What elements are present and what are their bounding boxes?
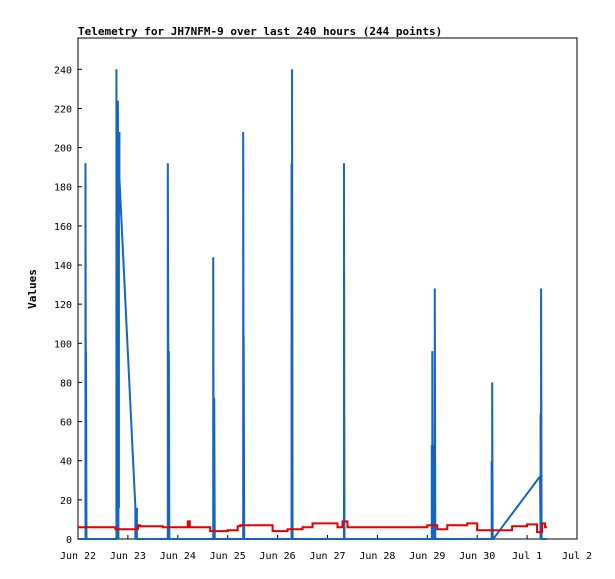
y-axis-label: Values bbox=[26, 269, 39, 309]
y-tick-label: 200 bbox=[54, 144, 72, 155]
y-tick-label: 100 bbox=[54, 339, 72, 350]
x-tick-label: Jun 24 bbox=[160, 551, 196, 562]
y-tick-label: 160 bbox=[54, 222, 72, 233]
y-tick-label: 180 bbox=[54, 183, 72, 194]
chart-title: Telemetry for JH7NFM-9 over last 240 hou… bbox=[78, 25, 442, 38]
x-tick-label: Jun 26 bbox=[260, 551, 296, 562]
y-tick-label: 40 bbox=[60, 457, 72, 468]
y-tick-label: 60 bbox=[60, 418, 72, 429]
y-tick-label: 80 bbox=[60, 378, 72, 389]
series-layer bbox=[78, 69, 548, 540]
series-1-line bbox=[78, 69, 548, 540]
x-tick-label: Jun 22 bbox=[60, 551, 96, 562]
x-tick-label: Jun 29 bbox=[409, 551, 445, 562]
y-tick-label: 240 bbox=[54, 65, 72, 76]
series-2-line bbox=[78, 520, 548, 534]
y-axis-ticks: 0 20 40 60 80 100 120 140 160 180 200 220 240 bbox=[54, 65, 82, 546]
x-tick-label: Jun 27 bbox=[309, 551, 345, 562]
x-tick-label: Jun 25 bbox=[210, 551, 246, 562]
y-tick-label: 140 bbox=[54, 261, 72, 272]
x-tick-label: Jun 28 bbox=[359, 551, 395, 562]
x-tick-label: Jun 23 bbox=[110, 551, 146, 562]
y-tick-label: 120 bbox=[54, 300, 72, 311]
y-tick-label: 220 bbox=[54, 104, 72, 115]
y-tick-label: 0 bbox=[66, 535, 72, 546]
y-tick-label: 20 bbox=[60, 496, 72, 507]
x-tick-label: Jul 1 bbox=[512, 551, 542, 562]
x-tick-label: Jun 30 bbox=[459, 551, 495, 562]
x-tick-label: Jul 2 bbox=[562, 551, 592, 562]
